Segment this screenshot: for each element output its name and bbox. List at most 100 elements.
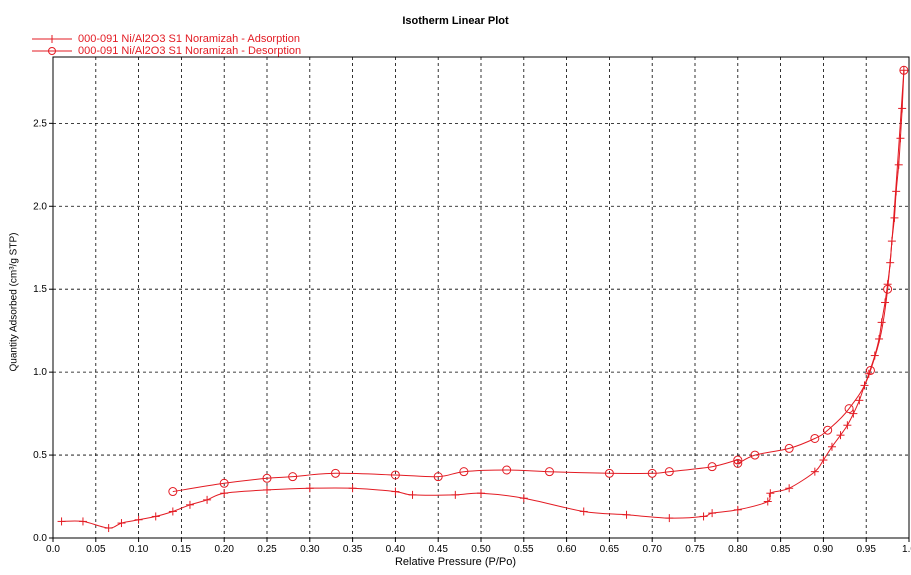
x-tick-label: 0.50 [471, 544, 491, 555]
data-point-desorption [810, 433, 820, 443]
data-point-adsorption [78, 517, 87, 526]
data-point-adsorption [665, 514, 674, 523]
x-tick-label: 0.95 [856, 544, 876, 555]
data-point-desorption [784, 443, 794, 453]
y-tick-label: 2.5 [33, 118, 47, 129]
x-tick-label: 0.25 [257, 544, 277, 555]
data-point-adsorption [220, 489, 229, 498]
x-tick-label: 0.85 [771, 544, 791, 555]
data-point-adsorption [896, 134, 905, 143]
data-point-adsorption [134, 515, 143, 524]
data-point-desorption [664, 467, 674, 477]
data-point-desorption [733, 458, 743, 468]
data-point-adsorption [57, 517, 66, 526]
y-tick-label: 2.0 [33, 201, 47, 212]
x-tick-label: 0.80 [728, 544, 748, 555]
x-tick-label: 0.60 [557, 544, 577, 555]
data-point-adsorption [855, 396, 864, 405]
data-point-desorption [883, 284, 893, 294]
legend-label-adsorption: 000-091 Ni/Al2O3 S1 Noramizah - Adsorpti… [78, 33, 300, 45]
data-point-desorption [707, 462, 717, 472]
x-tick-label: 0.15 [172, 544, 192, 555]
data-point-adsorption [810, 467, 819, 476]
x-tick-label: 0.70 [642, 544, 662, 555]
chart-legend: 000-091 Ni/Al2O3 S1 Noramizah - Adsorpti… [32, 33, 301, 57]
legend-label-desorption: 000-091 Ni/Al2O3 S1 Noramizah - Desorpti… [78, 45, 302, 57]
x-tick-label: 0.55 [514, 544, 534, 555]
data-point-adsorption [117, 519, 126, 528]
data-point-desorption [733, 455, 743, 465]
data-point-adsorption [766, 489, 775, 498]
y-tick-label: 0.0 [33, 533, 47, 544]
data-point-adsorption [203, 495, 212, 504]
data-point-desorption [502, 465, 512, 475]
data-point-desorption [459, 467, 469, 477]
x-tick-label: 0.0 [46, 544, 60, 555]
data-point-desorption [823, 425, 833, 435]
data-point-adsorption [391, 487, 400, 496]
data-point-desorption [604, 468, 614, 478]
data-point-desorption [219, 478, 229, 488]
x-axis-label: Relative Pressure (P/Po) [394, 556, 517, 568]
data-point-adsorption [408, 490, 417, 499]
data-point-adsorption [733, 505, 742, 514]
data-point-adsorption [451, 490, 460, 499]
data-point-adsorption [305, 484, 314, 493]
data-point-adsorption [819, 456, 828, 465]
data-point-adsorption [477, 489, 485, 498]
data-point-adsorption [168, 507, 177, 516]
x-tick-label: 0.05 [86, 544, 106, 555]
data-point-desorption [330, 468, 340, 478]
x-tick-label: 0.35 [343, 544, 363, 555]
y-axis-label: Quantity Adsorbed (cm³/g STP) [8, 232, 20, 372]
data-point-adsorption [104, 524, 113, 533]
data-point-adsorption [836, 431, 845, 440]
legend-marker-plus [32, 35, 72, 43]
legend-marker-circle [32, 47, 72, 55]
data-point-adsorption [894, 160, 903, 169]
legend-item-desorption: 000-091 Ni/Al2O3 S1 Noramizah - Desorpti… [32, 45, 301, 57]
y-tick-label: 1.0 [33, 367, 47, 378]
y-tick-label: 1.5 [33, 284, 47, 295]
data-point-adsorption [881, 298, 890, 307]
x-tick-label: 0.10 [129, 544, 149, 555]
data-point-adsorption [263, 485, 271, 494]
data-point-adsorption [622, 510, 631, 519]
data-point-adsorption [763, 497, 772, 506]
x-tick-label: 0.20 [214, 544, 234, 555]
x-tick-label: 0.40 [386, 544, 406, 555]
data-point-desorption [750, 450, 760, 460]
data-point-adsorption [348, 484, 357, 493]
data-point-adsorption [708, 509, 717, 518]
chart-title: Isotherm Linear Plot [402, 15, 509, 27]
data-point-desorption [865, 365, 875, 375]
legend-item-adsorption: 000-091 Ni/Al2O3 S1 Noramizah - Adsorpti… [32, 33, 301, 45]
data-point-desorption [647, 468, 657, 478]
data-point-adsorption [151, 512, 160, 521]
data-point-desorption [390, 470, 400, 480]
data-point-adsorption [877, 318, 886, 327]
data-point-adsorption [827, 442, 836, 451]
data-point-desorption [168, 487, 178, 497]
data-point-adsorption [185, 500, 194, 509]
series-line-desorption [172, 70, 905, 493]
x-tick-label: 1.0 [902, 544, 911, 555]
data-point-desorption [544, 467, 554, 477]
data-point-adsorption [785, 484, 794, 493]
data-point-adsorption [849, 409, 858, 418]
series-line-adsorption [61, 70, 905, 529]
data-point-desorption [844, 404, 854, 414]
x-tick-label: 0.65 [600, 544, 620, 555]
x-tick-label: 0.30 [300, 544, 320, 555]
x-tick-label: 0.45 [428, 544, 448, 555]
data-point-desorption [899, 65, 909, 75]
x-tick-label: 0.90 [814, 544, 834, 555]
data-point-desorption [288, 472, 298, 482]
data-point-desorption [433, 472, 443, 482]
data-point-adsorption [890, 213, 899, 222]
data-point-adsorption [579, 507, 588, 516]
data-point-adsorption [519, 494, 528, 503]
data-point-adsorption [898, 104, 907, 113]
